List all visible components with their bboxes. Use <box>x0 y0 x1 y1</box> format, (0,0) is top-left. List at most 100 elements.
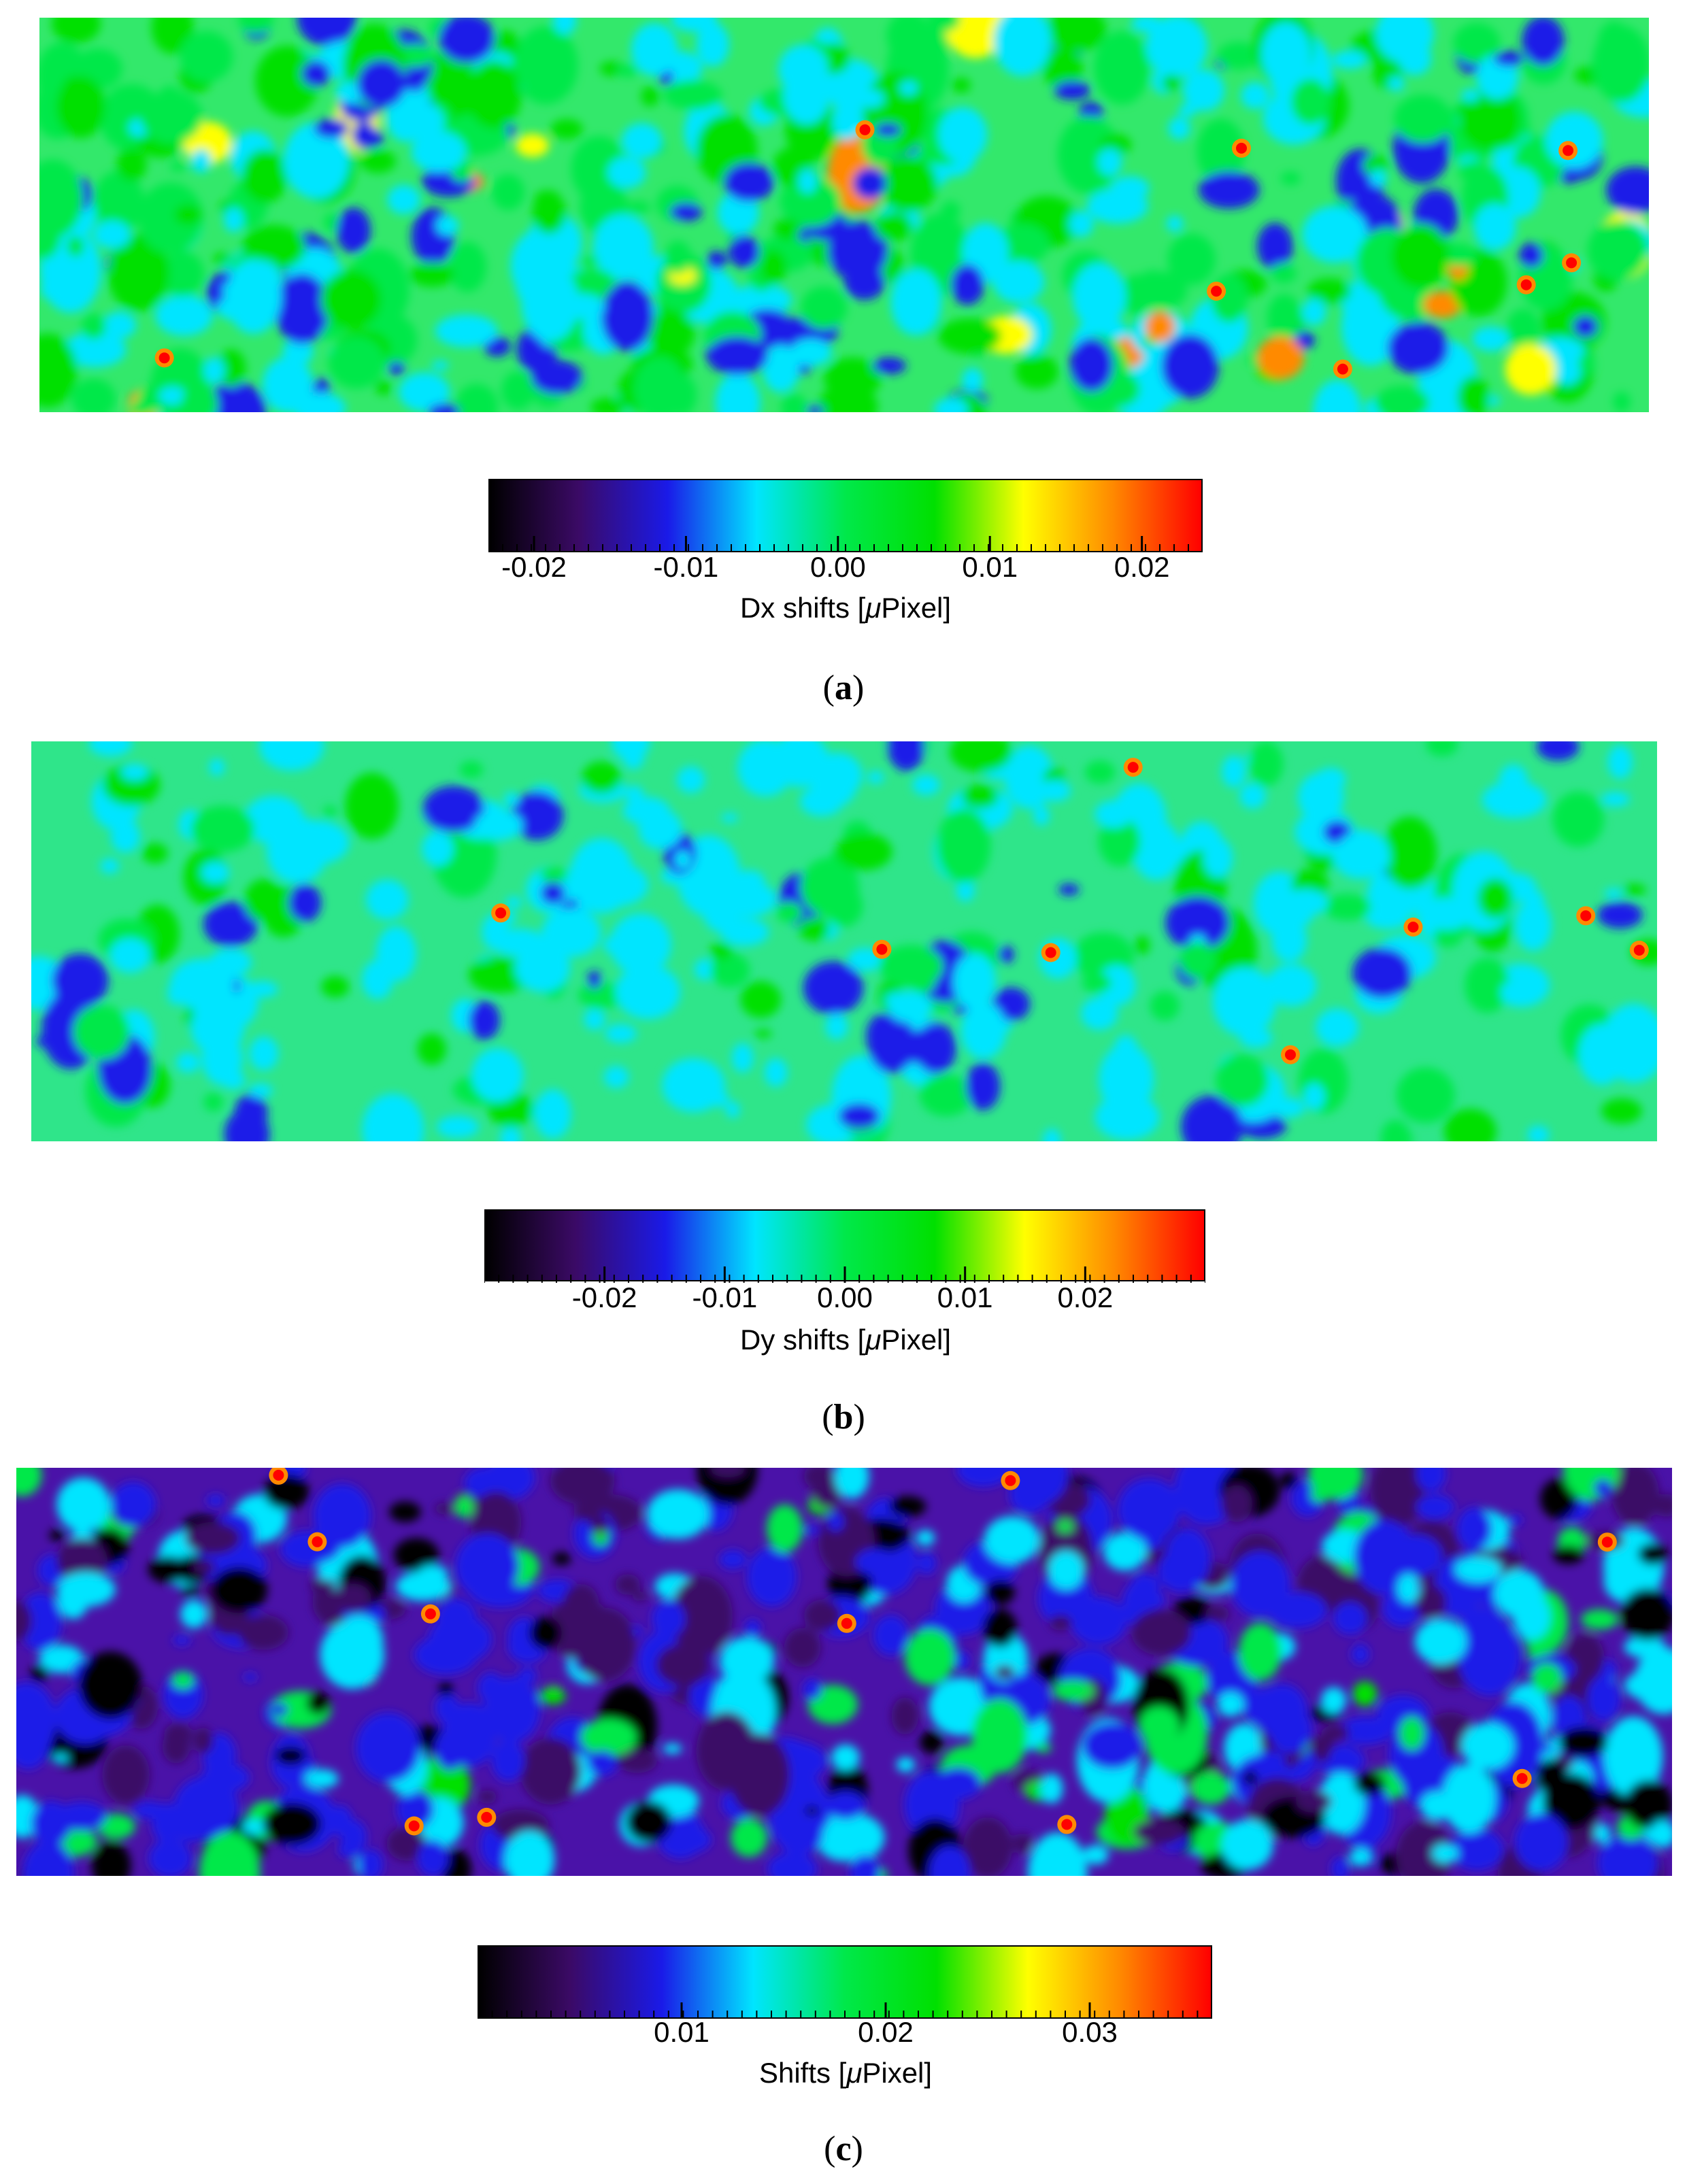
heatmap-blob <box>662 1058 725 1113</box>
heatmap-blob <box>573 1607 636 1682</box>
heatmap-blob <box>1535 1759 1568 1795</box>
colorbar-c <box>478 1945 1212 2020</box>
heatmap-blob <box>763 345 800 392</box>
heatmap-blob <box>57 1572 116 1607</box>
heatmap-blob <box>949 741 1012 773</box>
heatmap-blob <box>263 1802 322 1845</box>
heatmap-blob <box>1256 1683 1307 1740</box>
heatmap-blob <box>128 400 155 412</box>
heatmap-blob <box>747 1547 797 1607</box>
colorbar-tick-label: 0.01 <box>654 2016 709 2048</box>
heatmap-blob <box>962 367 984 392</box>
colorbar-ticks-b <box>484 1266 1205 1283</box>
heatmap-blob <box>771 741 829 787</box>
heatmap-blob <box>671 18 718 32</box>
heatmap-blob <box>919 1074 973 1117</box>
heatmap-blob <box>1375 386 1429 412</box>
heatmap-hotspot <box>1563 145 1574 156</box>
heatmap-blob <box>97 1813 135 1839</box>
heatmap-blob <box>455 384 498 412</box>
heatmap-blob <box>1303 1083 1325 1111</box>
heatmap-blob <box>694 958 716 980</box>
heatmap-blob <box>1181 1095 1243 1141</box>
heatmap-blob <box>1074 150 1092 160</box>
heatmap-blob <box>49 1529 65 1541</box>
heatmap-blob <box>941 201 961 220</box>
heatmap-blob <box>1354 1772 1386 1796</box>
heatmap-blob <box>885 992 909 1007</box>
heatmap-blob <box>825 1791 866 1820</box>
heatmap-blob <box>1331 1856 1350 1876</box>
heatmap-blob <box>190 805 255 853</box>
heatmap-blob <box>16 1468 42 1496</box>
heatmap-blob <box>1048 1551 1084 1590</box>
heatmap-blob <box>1352 1644 1369 1664</box>
heatmap-blob <box>483 336 511 357</box>
heatmap-blob <box>1514 1813 1568 1871</box>
heatmap-blob <box>985 1579 1015 1605</box>
heatmap-blob <box>221 1071 246 1090</box>
heatmap-blob <box>39 212 61 260</box>
heatmap-blob <box>1178 104 1197 117</box>
heatmap-blob <box>39 333 78 408</box>
heatmap-blob <box>1552 1545 1584 1564</box>
heatmap-blob <box>1370 169 1388 186</box>
heatmap-blob <box>1217 1692 1244 1717</box>
heatmap-blob <box>1501 982 1518 1003</box>
heatmap-blob <box>1082 973 1112 993</box>
heatmap-blob <box>358 1849 383 1876</box>
heatmap-blob <box>950 264 984 305</box>
heatmap-blob <box>1506 308 1541 352</box>
heatmap-blob <box>1581 1609 1618 1630</box>
heatmap-blob <box>721 813 738 823</box>
colorbar-tick-label: 0.00 <box>817 1281 873 1313</box>
heatmap-blob <box>431 360 449 371</box>
heatmap-blob <box>1270 1098 1305 1118</box>
heatmap-blob <box>867 1013 916 1074</box>
heatmap-blob <box>1033 805 1050 826</box>
heatmap-blob <box>39 1645 84 1673</box>
heatmap-blob <box>733 870 765 892</box>
heatmap-hotspot <box>1633 945 1645 956</box>
heatmap-blob <box>30 1665 49 1681</box>
heatmap-blob <box>905 1629 955 1685</box>
heatmap-blob <box>825 885 863 927</box>
heatmap-blob <box>1416 1468 1446 1492</box>
heatmap-blob <box>1015 354 1058 389</box>
heatmap-hotspot <box>1045 947 1056 958</box>
heatmap-blob <box>706 336 769 375</box>
heatmap-blob <box>56 1477 111 1532</box>
heatmap-blob <box>801 286 848 329</box>
heatmap-blob <box>784 1628 821 1668</box>
heatmap-blob <box>1550 340 1584 385</box>
heatmap-blob <box>1290 78 1330 125</box>
heatmap-blob <box>1594 1824 1611 1844</box>
heatmap-blob <box>938 107 988 163</box>
heatmap-blob <box>116 148 147 182</box>
heatmap-blob <box>963 1817 1013 1876</box>
heatmap-blob <box>16 1600 32 1641</box>
colorbar-tick-label: -0.02 <box>571 1281 637 1313</box>
heatmap-blob <box>1316 1008 1358 1047</box>
heatmap-blob <box>1166 215 1184 232</box>
heatmap-blob <box>328 337 385 389</box>
heatmap-blob <box>798 917 831 941</box>
heatmap-blob <box>827 1511 844 1532</box>
heatmap-blob <box>1135 270 1171 307</box>
heatmap-blob <box>531 360 583 395</box>
heatmap-blob <box>665 241 692 275</box>
heatmap-blob <box>1522 18 1565 67</box>
heatmap-blob <box>438 1681 454 1696</box>
heatmap-blob <box>803 961 863 1015</box>
heatmap-blob <box>529 1617 562 1649</box>
heatmap-blob <box>155 295 213 336</box>
heatmap-blob <box>803 1526 822 1535</box>
heatmap-blob <box>1221 1485 1252 1523</box>
heatmap-blob <box>1457 375 1490 412</box>
heatmap-blob <box>552 1552 571 1566</box>
heatmap-blob <box>1382 816 1437 889</box>
heatmap-blob <box>1414 1619 1467 1664</box>
heatmap-blob <box>1474 203 1516 250</box>
heatmap-blob <box>910 970 935 993</box>
heatmap-blob <box>500 1126 521 1141</box>
